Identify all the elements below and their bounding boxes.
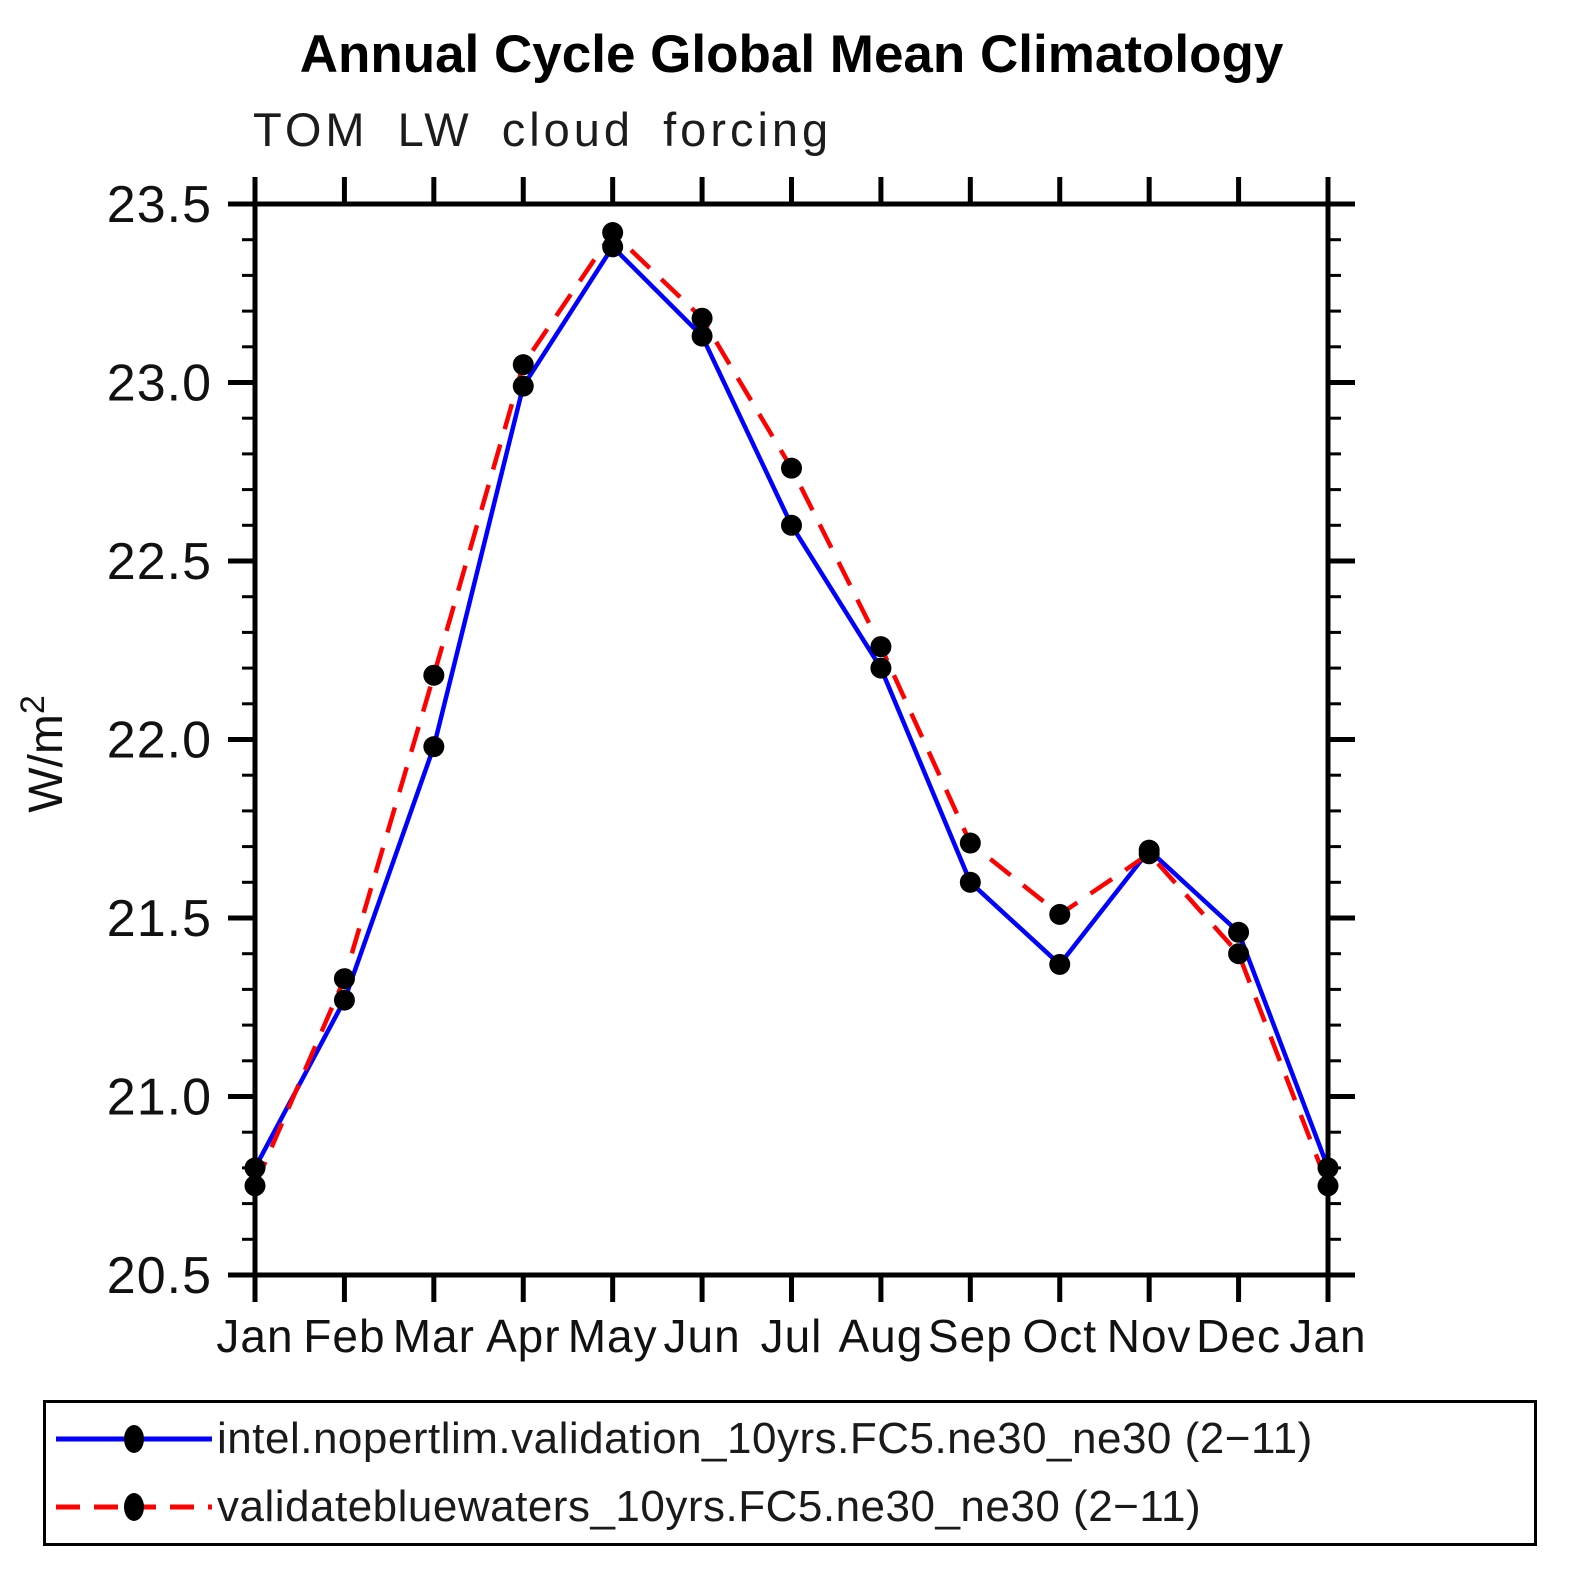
legend-line-sample-blue [56,1425,212,1453]
legend-marker-dot [124,1493,144,1521]
y-axis-label: W/m2 [14,695,73,813]
data-point [959,871,981,893]
y-tick-label: 21.5 [107,890,212,948]
x-tick-label: Jan [216,1310,293,1362]
data-point [333,968,355,990]
data-point [1228,921,1250,943]
data-point [1138,843,1160,865]
data-point [870,657,892,679]
data-point [1049,903,1071,925]
x-tick-label: Nov [1107,1310,1192,1362]
legend-item: validatebluewaters_10yrs.FC5.ne30_ne30 (… [46,1475,1534,1539]
data-point [512,354,534,376]
series-group [244,222,1339,1197]
series-line-solid [253,244,1331,1169]
y-axis-label-superscript: 2 [14,695,52,714]
x-tick-label: Jan [1289,1310,1366,1362]
data-point [423,736,445,758]
x-tick-label: Jul [761,1310,823,1362]
x-tick-label: Mar [393,1310,475,1362]
data-point [602,222,624,244]
x-tick-label: Aug [838,1310,923,1362]
chart-title: Annual Cycle Global Mean Climatology [299,25,1284,84]
legend-label: intel.nopertlim.validation_10yrs.FC5.ne3… [217,1414,1313,1463]
chart-subtitle: TOM LW cloud forcing [253,103,833,156]
legend-label: validatebluewaters_10yrs.FC5.ne30_ne30 (… [217,1482,1202,1531]
y-tick-label: 20.5 [107,1247,212,1305]
y-tick-label: 22.0 [107,712,212,770]
data-point [1049,953,1071,975]
legend-box: intel.nopertlim.validation_10yrs.FC5.ne3… [43,1400,1537,1546]
legend-line-sample-red [56,1493,212,1521]
y-tick-label: 21.0 [107,1069,212,1127]
data-point [423,664,445,686]
legend-item: intel.nopertlim.validation_10yrs.FC5.ne3… [46,1407,1534,1471]
data-point [512,375,534,397]
y-tick-label: 23.5 [107,176,212,234]
data-point [244,1157,266,1179]
x-tick-label: Sep [928,1310,1013,1362]
y-tick-label: 22.5 [107,533,212,591]
data-point [1317,1157,1339,1179]
data-point [781,457,802,479]
data-point [691,307,713,329]
x-tick-label: Jun [663,1310,740,1362]
x-tick-label: Dec [1196,1310,1281,1362]
x-tick-label: Apr [486,1310,561,1362]
data-point [691,325,713,347]
data-point [781,514,802,536]
y-axis-label-base: W/m [20,714,73,813]
data-point [1317,1175,1339,1197]
data-point [1228,943,1250,965]
x-tick-label: Feb [303,1310,385,1362]
data-point [244,1175,266,1197]
series-line-dashed [252,230,1331,1187]
data-point [959,832,981,854]
x-tick-label: May [568,1310,658,1362]
x-tick-label: Oct [1022,1310,1097,1362]
data-point [870,636,892,658]
data-point [333,989,355,1011]
y-tick-label: 23.0 [107,355,212,413]
legend-marker-dot [124,1425,144,1453]
